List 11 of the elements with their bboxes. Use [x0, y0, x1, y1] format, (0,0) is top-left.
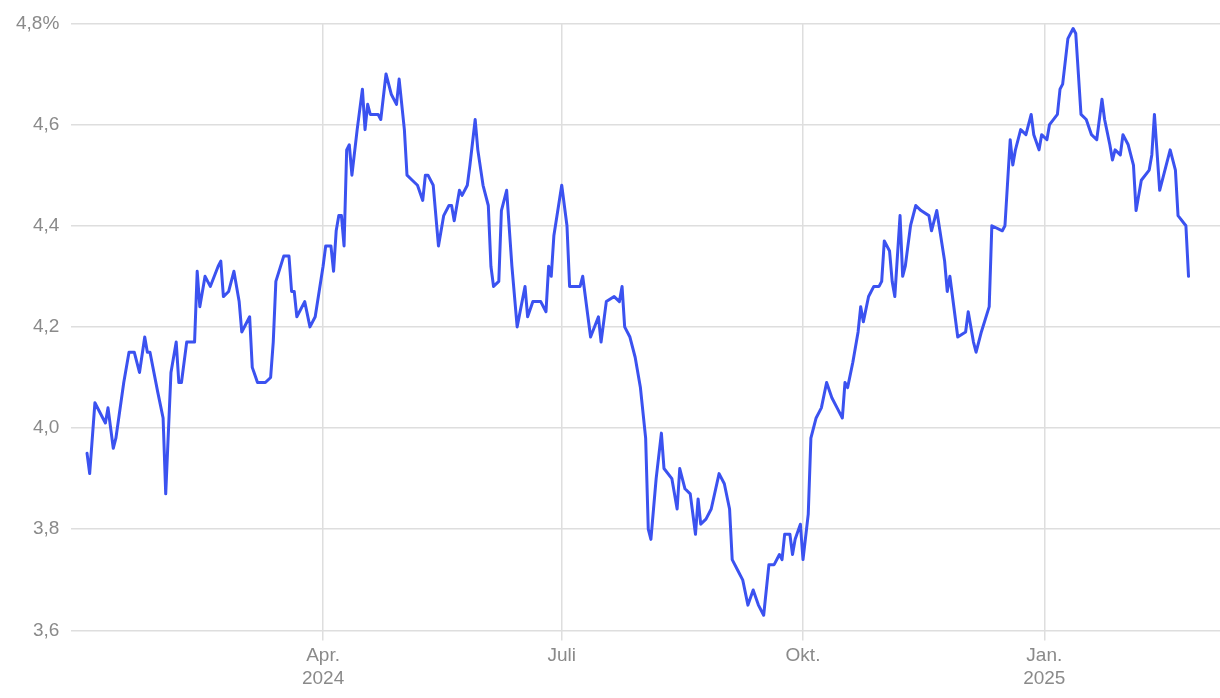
y-tick-label: 3,6	[32, 618, 60, 640]
y-tick-label: 3,8	[32, 517, 60, 539]
x-tick-label: Juli	[547, 644, 576, 666]
y-tick-label: 4,4	[32, 213, 60, 235]
y-tick-label: 4,2	[32, 315, 60, 337]
x-tick-label: Apr. 2024	[301, 644, 345, 688]
y-tick-label: 4,6	[32, 112, 60, 134]
x-tick-label: Jan. 2025	[1023, 644, 1066, 688]
y-tick-label: 4,8%	[15, 11, 60, 33]
y-tick-label: 4,0	[32, 416, 60, 438]
x-tick-label: Okt.	[785, 644, 821, 666]
